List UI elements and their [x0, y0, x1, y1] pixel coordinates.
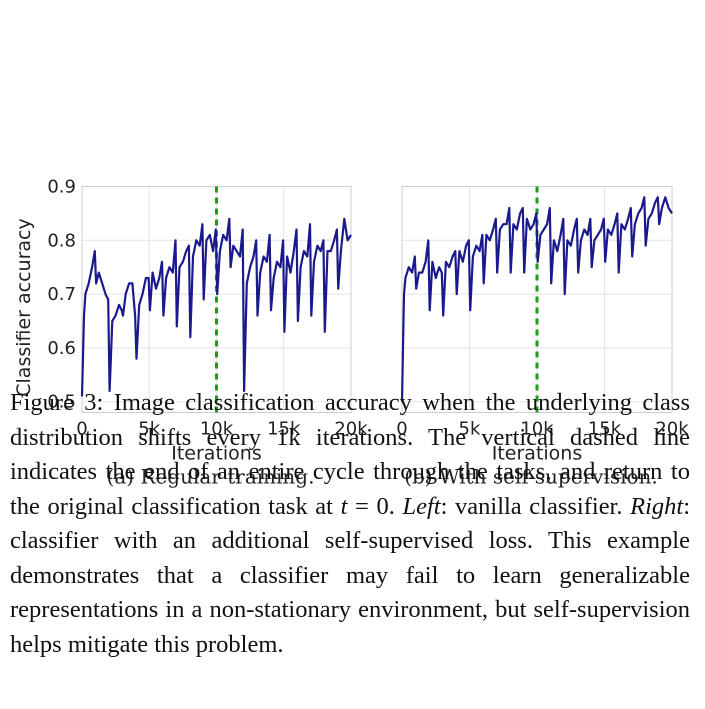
caption-text-2: : vanilla classifier.	[440, 492, 631, 520]
x-tick-label-b-2: 10k	[520, 419, 554, 440]
figure-caption: Figure 3: Image classification accuracy …	[10, 386, 690, 662]
x-tick-label-a-0: 0	[76, 419, 87, 440]
panel-self-supervision: 0 5k 10k 15k 20k Iterations(b) With self-supe…	[396, 186, 689, 489]
x-tick-label-a-4: 20k	[334, 419, 368, 440]
x-tick-label-a-3: 15k	[267, 419, 301, 440]
y-tick-label-a-1: 0.6	[47, 338, 76, 359]
x-axis-title-b: Iterations	[492, 443, 583, 465]
accuracy-line-a-0	[80, 217, 352, 397]
y-tick-label-a-0: 0.5	[47, 392, 76, 413]
x-tick-label-a-2: 10k	[200, 419, 234, 440]
x-axis-title-a: Iterations	[171, 443, 262, 465]
x-tick-label-b-1: 5k	[459, 419, 481, 440]
caption-math-var: t	[340, 492, 348, 520]
x-tick-label-b-3: 15k	[588, 419, 622, 440]
accuracy-line-b-0	[400, 196, 673, 402]
caption-right-label: Right	[630, 492, 684, 520]
x-tick-label-b-4: 20k	[655, 419, 689, 440]
y-tick-label-a-3: 0.8	[47, 230, 76, 251]
subcaption-b: (b) With self-supervision.	[404, 465, 658, 489]
caption-text-3: : classifier with an additional self-sup…	[10, 492, 691, 658]
y-axis-title-a: Classifier accuracy	[13, 218, 35, 397]
subcaption-a: (a) Regular training.	[107, 465, 315, 489]
x-tick-label-b-0: 0	[396, 419, 407, 440]
caption-left-label: Left	[402, 492, 441, 520]
caption-label: Figure 3:	[10, 389, 104, 416]
caption-text-1: Image classification accuracy when the u…	[10, 389, 690, 520]
y-tick-label-a-2: 0.7	[47, 284, 76, 305]
y-tick-label-a-4: 0.9	[47, 177, 76, 198]
caption-math-rest: = 0.	[347, 492, 395, 520]
panel-regular-training: 0 5k 10k 15k 20k 0.5 0.6 0.7 0.8 0.9 Iterations(a)…	[13, 177, 368, 489]
x-tick-label-a-1: 5k	[138, 419, 160, 440]
